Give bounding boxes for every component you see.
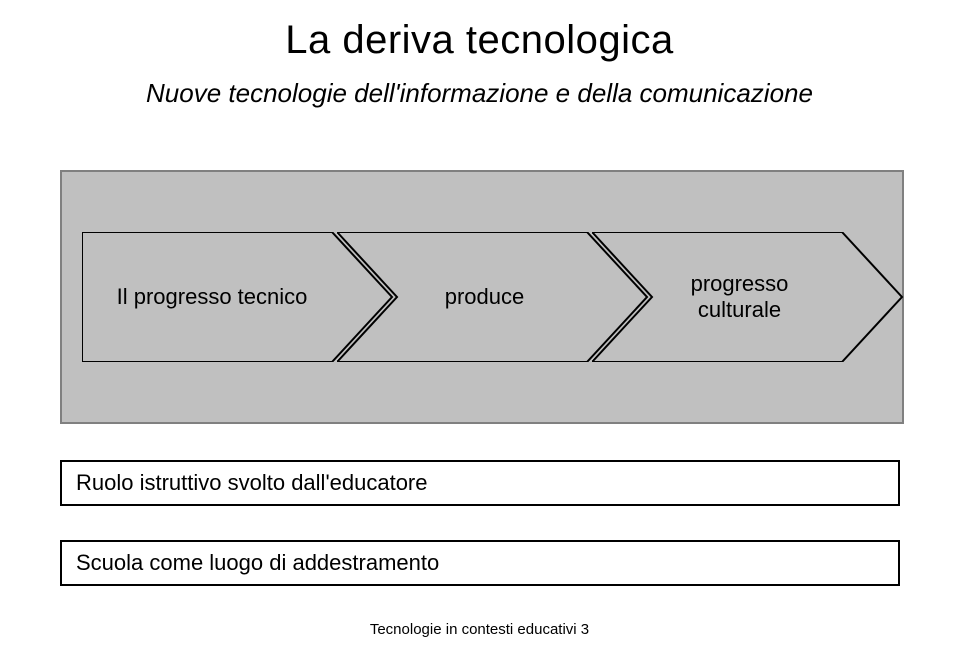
chevron-3: progresso culturale [592, 232, 912, 362]
page-subtitle: Nuove tecnologie dell'informazione e del… [0, 78, 959, 109]
slide: La deriva tecnologica Nuove tecnologie d… [0, 0, 959, 648]
chevron-3-label: progresso culturale [592, 232, 842, 362]
chevron-row: Il progresso tecnico produce [82, 232, 882, 362]
box-ruolo: Ruolo istruttivo svolto dall'educatore [60, 460, 900, 506]
flow-container: Il progresso tecnico produce [60, 170, 904, 424]
page-title: La deriva tecnologica [0, 18, 959, 63]
chevron-1-label: Il progresso tecnico [82, 232, 332, 362]
chevron-2-label: produce [337, 232, 587, 362]
box-scuola: Scuola come luogo di addestramento [60, 540, 900, 586]
footer-text: Tecnologie in contesti educativi 3 [0, 621, 959, 638]
